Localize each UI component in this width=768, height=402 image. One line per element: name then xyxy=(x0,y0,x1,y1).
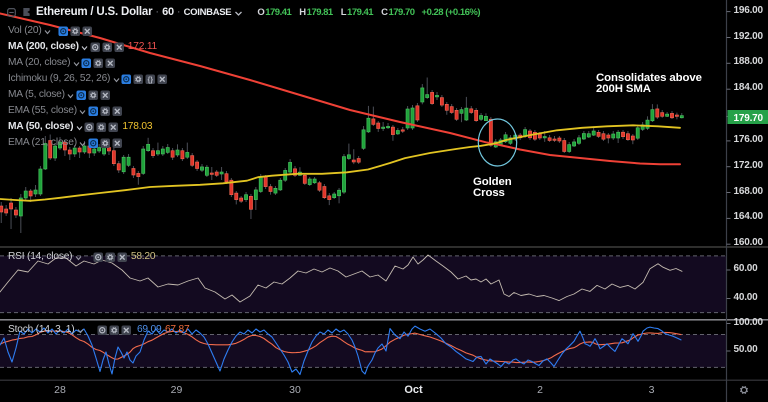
svg-text:{}: {} xyxy=(148,76,154,84)
svg-text:179.70: 179.70 xyxy=(734,113,764,124)
